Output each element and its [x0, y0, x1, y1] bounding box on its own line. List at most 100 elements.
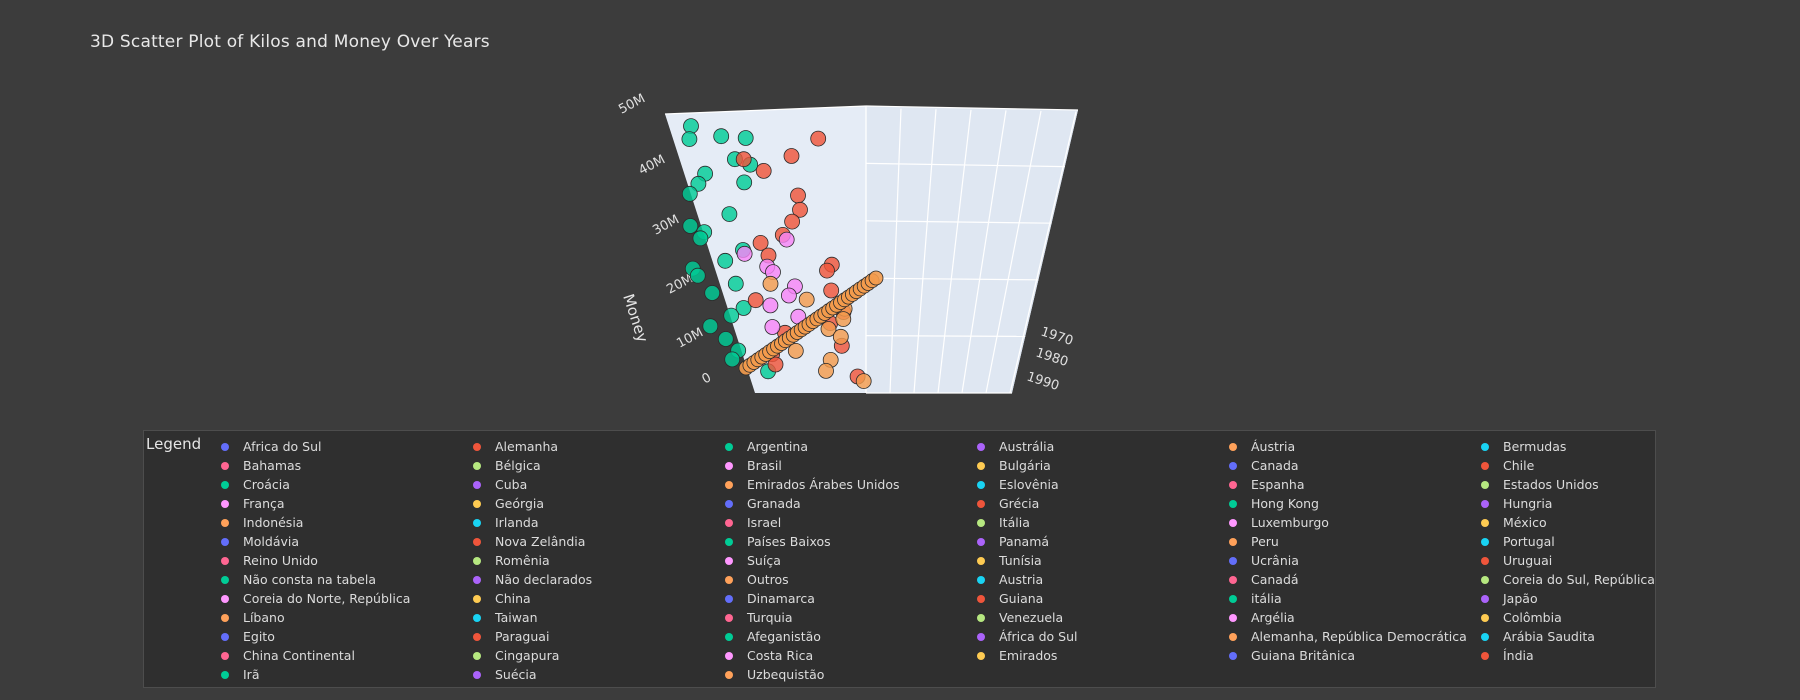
legend-item[interactable]: Portugal — [1479, 532, 1731, 551]
legend-item[interactable]: Brasil — [723, 456, 975, 475]
legend-item[interactable]: Alemanha — [471, 437, 723, 456]
legend-item[interactable]: Cingapura — [471, 646, 723, 665]
legend-item[interactable]: Taiwan — [471, 608, 723, 627]
data-point[interactable] — [727, 275, 744, 292]
data-point[interactable] — [717, 331, 734, 347]
legend-item[interactable]: Hungria — [1479, 494, 1731, 513]
legend-item[interactable]: itália — [1227, 589, 1479, 608]
data-point[interactable] — [704, 285, 721, 301]
legend-item[interactable]: Coreia do Norte, República — [219, 589, 471, 608]
legend-item[interactable]: Paraguai — [471, 627, 723, 646]
data-point[interactable] — [784, 213, 800, 230]
legend-item[interactable]: Argentina — [723, 437, 975, 456]
legend-item[interactable]: China Continental — [219, 646, 471, 665]
legend-item[interactable]: Cuba — [471, 475, 723, 494]
legend-item[interactable]: Colômbia — [1479, 608, 1731, 627]
legend-item[interactable]: Uruguai — [1479, 551, 1731, 570]
data-point[interactable] — [835, 311, 852, 328]
legend-item[interactable]: Egito — [219, 627, 471, 646]
legend-item[interactable]: Afeganistão — [723, 627, 975, 646]
legend-item[interactable]: Granada — [723, 494, 975, 513]
legend-item[interactable]: Peru — [1227, 532, 1479, 551]
legend-item[interactable]: Países Baixos — [723, 532, 975, 551]
legend-item[interactable]: Suíça — [723, 551, 975, 570]
legend-item[interactable]: Africa do Sul — [219, 437, 471, 456]
legend-item[interactable]: Grécia — [975, 494, 1227, 513]
legend-item[interactable]: Guiana Britânica — [1227, 646, 1479, 665]
legend-item[interactable]: Bahamas — [219, 456, 471, 475]
legend-item[interactable]: Reino Unido — [219, 551, 471, 570]
data-point[interactable] — [692, 230, 709, 247]
data-point[interactable] — [783, 148, 800, 164]
legend-item[interactable]: Japão — [1479, 589, 1731, 608]
legend-item[interactable]: Eslovênia — [975, 475, 1227, 494]
data-point[interactable] — [682, 218, 699, 234]
legend-item[interactable]: Canadá — [1227, 570, 1479, 589]
legend-item[interactable]: Outros — [723, 570, 975, 589]
data-points[interactable] — [681, 118, 884, 390]
data-point[interactable] — [735, 300, 752, 316]
legend-item[interactable]: Panamá — [975, 532, 1227, 551]
legend-item[interactable]: Tunísia — [975, 551, 1227, 570]
data-point[interactable] — [737, 130, 754, 146]
data-point[interactable] — [787, 342, 804, 359]
legend-item[interactable]: Argélia — [1227, 608, 1479, 627]
legend-item[interactable]: Croácia — [219, 475, 471, 494]
data-point[interactable] — [747, 292, 764, 309]
data-point[interactable] — [721, 206, 738, 223]
data-point[interactable] — [736, 245, 753, 262]
legend-item[interactable]: Líbano — [219, 608, 471, 627]
legend-item[interactable]: Bermudas — [1479, 437, 1731, 456]
data-point[interactable] — [792, 201, 808, 218]
legend-item[interactable]: Itália — [975, 513, 1227, 532]
data-point[interactable] — [689, 267, 706, 284]
legend-item[interactable]: México — [1479, 513, 1731, 532]
data-point[interactable] — [767, 356, 784, 373]
legend-item[interactable]: Romênia — [471, 551, 723, 570]
data-point[interactable] — [819, 262, 835, 279]
legend-item[interactable]: Bulgária — [975, 456, 1227, 475]
data-point[interactable] — [752, 234, 769, 251]
legend-item[interactable]: Indonésia — [219, 513, 471, 532]
legend-item[interactable]: Chile — [1479, 456, 1731, 475]
data-point[interactable] — [681, 131, 698, 148]
legend-item[interactable]: Geórgia — [471, 494, 723, 513]
data-point[interactable] — [762, 275, 779, 292]
data-point[interactable] — [713, 128, 730, 145]
legend-item[interactable]: Coreia do Sul, República — [1479, 570, 1731, 589]
legend-item[interactable]: China — [471, 589, 723, 608]
legend-item[interactable]: Índia — [1479, 646, 1731, 665]
legend-item[interactable]: Não declarados — [471, 570, 723, 589]
legend-item[interactable]: Moldávia — [219, 532, 471, 551]
legend-item[interactable]: África do Sul — [975, 627, 1227, 646]
legend-item[interactable]: Alemanha, República Democrática — [1227, 627, 1479, 646]
legend-item[interactable]: Guiana — [975, 589, 1227, 608]
legend-item[interactable]: Emirados — [975, 646, 1227, 665]
legend-item[interactable]: Irlanda — [471, 513, 723, 532]
legend-item[interactable]: Dinamarca — [723, 589, 975, 608]
data-point[interactable] — [790, 187, 806, 204]
data-point[interactable] — [702, 318, 719, 335]
legend-item[interactable]: Canada — [1227, 456, 1479, 475]
data-point[interactable] — [683, 118, 699, 134]
data-point[interactable] — [798, 291, 815, 308]
legend-item[interactable]: Ucrânia — [1227, 551, 1479, 570]
data-point[interactable] — [855, 373, 872, 390]
legend-item[interactable]: Costa Rica — [723, 646, 975, 665]
data-point[interactable] — [764, 319, 781, 335]
legend-item[interactable]: Suécia — [471, 665, 723, 684]
legend-item[interactable]: Hong Kong — [1227, 494, 1479, 513]
data-point[interactable] — [690, 175, 707, 192]
data-point[interactable] — [832, 328, 849, 345]
data-point[interactable] — [818, 362, 834, 379]
legend-item[interactable]: Venezuela — [975, 608, 1227, 627]
data-point[interactable] — [723, 307, 740, 324]
legend-item[interactable]: Bélgica — [471, 456, 723, 475]
legend-item[interactable]: Austrália — [975, 437, 1227, 456]
legend-item[interactable]: Nova Zelândia — [471, 532, 723, 551]
legend-item[interactable]: França — [219, 494, 471, 513]
legend-item[interactable]: Não consta na tabela — [219, 570, 471, 589]
data-point[interactable] — [781, 287, 797, 304]
data-point[interactable] — [724, 351, 741, 368]
